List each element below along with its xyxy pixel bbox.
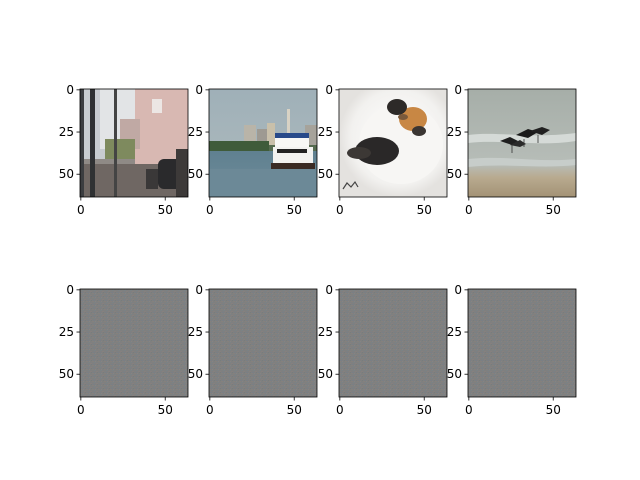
axes-frame xyxy=(467,88,577,198)
x-tick-label: 50 xyxy=(417,203,432,217)
x-tick-label: 50 xyxy=(287,203,302,217)
panel-1-1: 0 25 50 0 50 xyxy=(188,283,318,417)
axes-frame xyxy=(208,288,318,398)
axes-frame xyxy=(467,288,577,398)
panel-1-0: 0 25 50 0 50 xyxy=(59,283,189,417)
panel-0-2: 0 25 50 0 50 xyxy=(318,83,448,217)
x-tick-label: 50 xyxy=(158,203,173,217)
panel-0-3: 0 25 50 0 50 xyxy=(447,83,577,217)
y-tick-label: 50 xyxy=(318,367,333,381)
y-tick-label: 25 xyxy=(59,325,74,339)
y-tick-label: 25 xyxy=(318,125,333,139)
y-tick-label: 50 xyxy=(447,367,462,381)
panel-0-1: 0 25 50 0 50 xyxy=(188,83,318,217)
axes-frame xyxy=(208,88,318,198)
y-tick-label: 50 xyxy=(447,167,462,181)
panel-0-0: 0 25 50 0 50 xyxy=(59,83,189,217)
x-tick-label: 0 xyxy=(336,403,344,417)
panel-1-2: 0 25 50 0 50 xyxy=(318,283,448,417)
x-tick-label: 50 xyxy=(158,403,173,417)
y-tick-label: 0 xyxy=(454,83,462,97)
y-tick-label: 0 xyxy=(66,283,74,297)
x-tick-label: 50 xyxy=(417,403,432,417)
panel-image-room-with-window xyxy=(80,89,188,197)
axes-frame xyxy=(338,288,448,398)
y-tick-label: 50 xyxy=(188,367,203,381)
y-tick-label: 25 xyxy=(188,125,203,139)
y-tick-label: 0 xyxy=(195,83,203,97)
x-tick-label: 0 xyxy=(336,203,344,217)
x-tick-label: 0 xyxy=(206,203,214,217)
y-tick-label: 0 xyxy=(325,283,333,297)
axes-frame xyxy=(338,88,448,198)
x-tick-label: 50 xyxy=(287,403,302,417)
panel-image-white-cat xyxy=(339,89,447,197)
y-tick-label: 0 xyxy=(195,283,203,297)
y-tick-label: 25 xyxy=(447,125,462,139)
panel-image-boat-on-river xyxy=(209,89,317,197)
panel-image-gray-noise xyxy=(209,289,317,397)
y-tick-label: 25 xyxy=(59,125,74,139)
y-tick-label: 50 xyxy=(59,167,74,181)
x-tick-label: 0 xyxy=(465,203,473,217)
y-tick-label: 0 xyxy=(66,83,74,97)
panel-image-gray-noise xyxy=(339,289,447,397)
y-tick-label: 50 xyxy=(59,367,74,381)
x-tick-label: 50 xyxy=(546,203,561,217)
y-tick-label: 0 xyxy=(454,283,462,297)
y-tick-label: 25 xyxy=(447,325,462,339)
axes-frame xyxy=(79,288,189,398)
panel-1-3: 0 25 50 0 50 xyxy=(447,283,577,417)
x-tick-label: 0 xyxy=(465,403,473,417)
x-tick-label: 0 xyxy=(77,403,85,417)
panel-image-gray-noise xyxy=(468,289,576,397)
axes-frame xyxy=(79,88,189,198)
x-tick-label: 0 xyxy=(206,403,214,417)
y-tick-label: 50 xyxy=(318,167,333,181)
x-tick-label: 50 xyxy=(546,403,561,417)
y-tick-label: 0 xyxy=(325,83,333,97)
y-tick-label: 25 xyxy=(188,325,203,339)
x-tick-label: 0 xyxy=(77,203,85,217)
panel-image-gray-noise xyxy=(80,289,188,397)
panel-image-birds-on-beach xyxy=(468,89,576,197)
y-tick-label: 25 xyxy=(318,325,333,339)
y-tick-label: 50 xyxy=(188,167,203,181)
